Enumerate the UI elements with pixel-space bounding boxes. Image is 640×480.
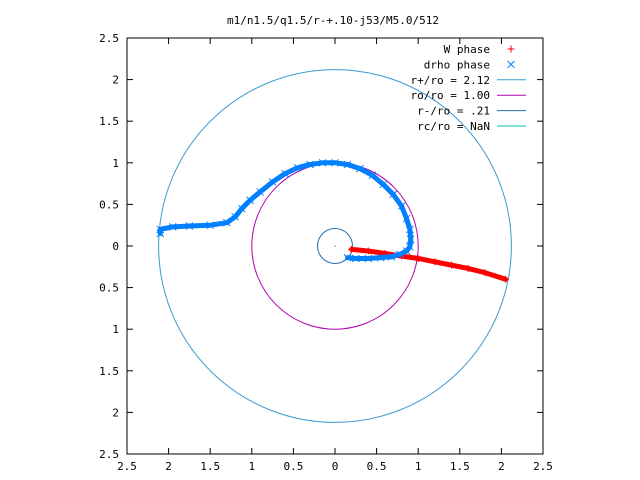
circle-series: [317, 228, 353, 264]
data-point: [351, 254, 360, 263]
chart-title: m1/n1.5/q1.5/r-+.10-j53/M5.0/512: [227, 14, 439, 27]
x-tick-label: 1: [415, 460, 422, 473]
data-point: [464, 264, 472, 272]
circle-series: [158, 69, 512, 423]
x-tick-label: 2.5: [117, 460, 137, 473]
x-tick-label: 2: [498, 460, 505, 473]
x-tick-label: 0: [332, 460, 339, 473]
y-tick-label: 1.5: [99, 365, 119, 378]
data-point: [387, 252, 396, 261]
data-point: [168, 223, 177, 231]
data-point: [206, 221, 215, 230]
data-point: [268, 178, 277, 186]
legend-marker: [507, 45, 515, 53]
axis-ticks: 2.5 2 1.5 1 0.5 0 0.5 1 1.5 2 2.52.521.510.500.511…: [99, 32, 553, 473]
data-point: [502, 275, 510, 283]
data-marks: [156, 158, 510, 283]
data-point: [293, 163, 302, 172]
data-point: [364, 247, 372, 255]
legend: W phase drho phase r+/ro = 2.12 ro/ro = 1.0…: [411, 43, 526, 133]
data-point: [343, 253, 352, 262]
y-tick-label: 1: [112, 323, 119, 336]
legend-marker: [507, 60, 515, 69]
data-point: [256, 188, 264, 196]
legend-label: ro/ro = 1.00: [411, 89, 490, 102]
x-tick-label: 0.5: [283, 460, 303, 473]
x-tick-label: 2.5: [533, 460, 553, 473]
data-point: [414, 254, 422, 262]
data-point: [222, 218, 231, 227]
y-tick-label: 0: [112, 240, 119, 253]
y-tick-label: 1.5: [99, 115, 119, 128]
data-point: [281, 169, 289, 178]
data-point: [396, 250, 404, 259]
data-point: [231, 213, 240, 221]
data-point: [368, 171, 377, 180]
data-point: [306, 160, 314, 169]
data-point: [481, 269, 489, 277]
x-tick-label: 1: [248, 460, 255, 473]
legend-label: rc/ro = NaN: [417, 120, 490, 133]
legend-label: drho phase: [424, 58, 490, 71]
data-point: [431, 258, 439, 266]
data-point: [397, 202, 406, 210]
y-tick-label: 2.5: [99, 32, 119, 45]
x-tick-label: 1.5: [450, 460, 470, 473]
data-point: [331, 158, 339, 167]
data-point: [156, 225, 165, 234]
y-tick-label: 0.5: [99, 198, 119, 211]
data-point: [356, 164, 364, 173]
data-point: [406, 235, 415, 244]
y-tick-label: 1: [112, 157, 119, 170]
data-point: [185, 222, 194, 230]
series-trace: [157, 160, 414, 261]
data-point: [379, 180, 388, 189]
data-point: [246, 196, 254, 205]
data-point: [406, 242, 414, 251]
series-trace: [349, 246, 509, 282]
data-point: [318, 158, 327, 167]
x-tick-label: 0.5: [367, 460, 387, 473]
data-point: [364, 254, 373, 263]
data-point: [389, 190, 398, 199]
x-tick-label: 1.5: [200, 460, 220, 473]
x-tick-label: 2: [165, 460, 172, 473]
center-dot: [334, 245, 336, 247]
data-point: [447, 261, 455, 269]
legend-label: r+/ro = 2.12: [411, 74, 490, 87]
legend-label: r-/ro = .21: [417, 105, 490, 118]
y-tick-label: 2: [112, 74, 119, 87]
data-point: [406, 225, 414, 234]
data-point: [402, 214, 411, 223]
y-tick-label: 2.5: [99, 448, 119, 461]
data-point: [376, 253, 385, 262]
legend-label: W phase: [444, 43, 490, 56]
y-tick-label: 2: [112, 406, 119, 419]
y-tick-label: 0.5: [99, 282, 119, 295]
data-point: [348, 245, 356, 253]
data-point: [237, 204, 246, 213]
data-point: [343, 160, 352, 169]
data-point: [402, 247, 411, 255]
